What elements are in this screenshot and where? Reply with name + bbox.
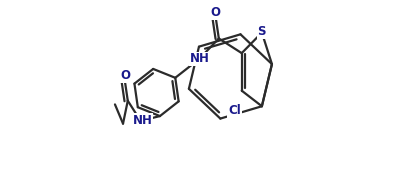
Text: O: O [210,6,220,19]
Text: NH: NH [133,114,152,127]
Text: S: S [258,25,266,38]
Text: Cl: Cl [228,104,241,117]
Text: O: O [120,69,130,82]
Text: NH: NH [190,53,210,65]
